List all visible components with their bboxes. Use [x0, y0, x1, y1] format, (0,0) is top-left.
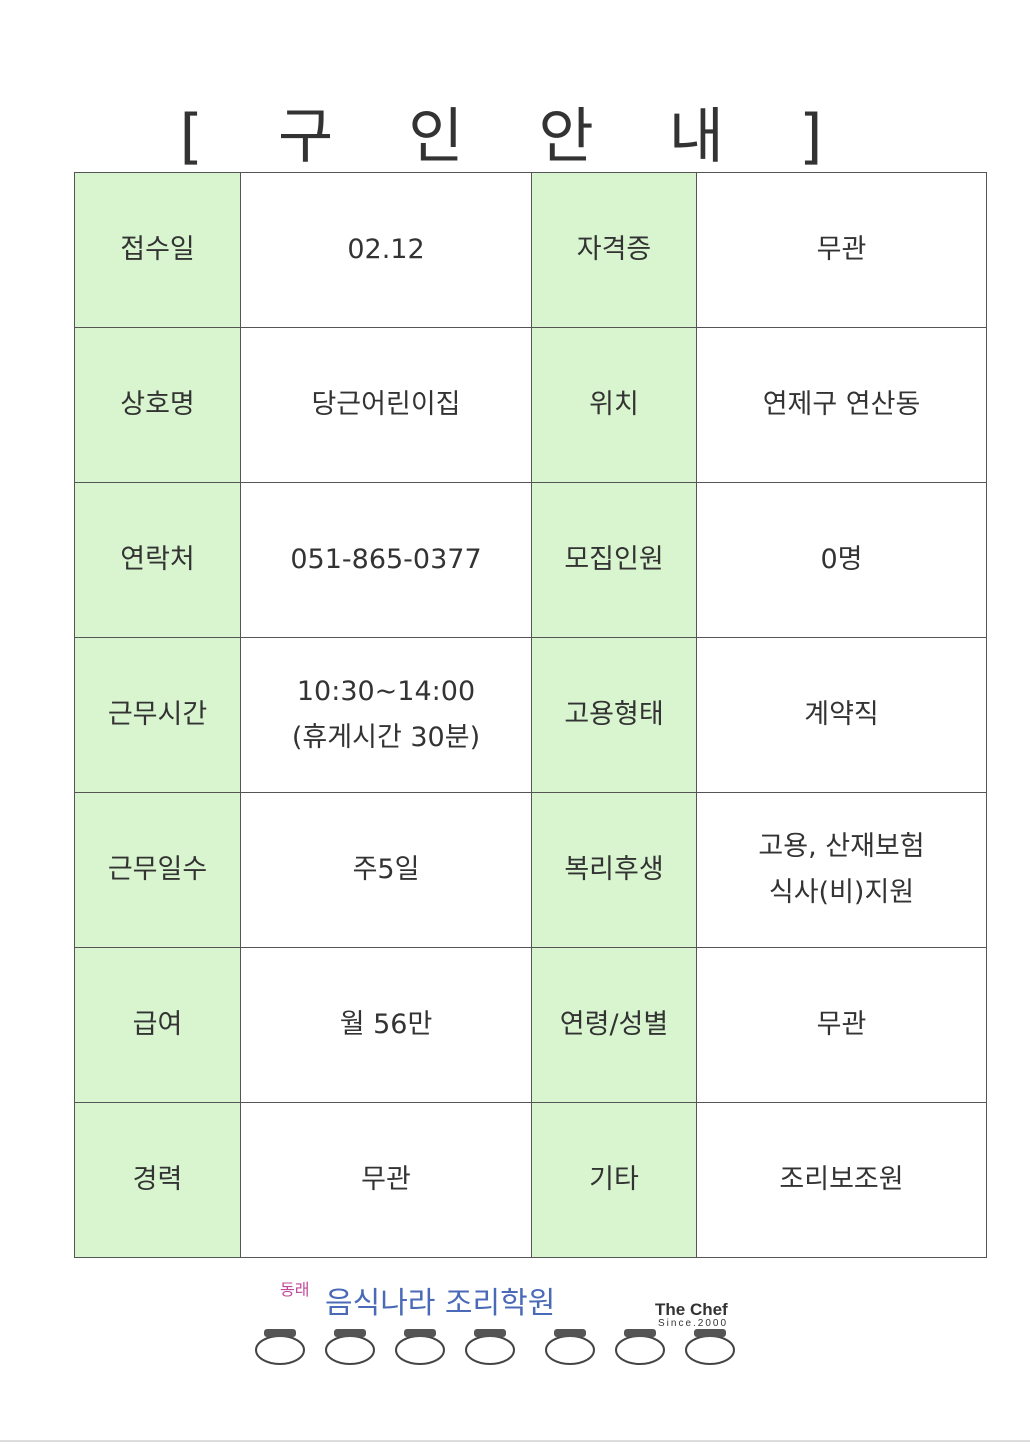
label-cell: 근무시간 [74, 637, 241, 793]
table-row: 경력 무관 기타 조리보조원 [74, 1102, 987, 1258]
label-cell: 연락처 [74, 482, 241, 638]
label-cell: 고용형태 [531, 637, 697, 793]
value-cell: 조리보조원 [696, 1102, 987, 1258]
value-cell: 고용, 산재보험 식사(비)지원 [696, 792, 987, 948]
label-cell: 자격증 [531, 172, 697, 328]
value-cell: 계약직 [696, 637, 987, 793]
value-cell: 당근어린이집 [240, 327, 532, 483]
label-cell: 기타 [531, 1102, 697, 1258]
value-cell: 10:30~14:00 (휴게시간 30분) [240, 637, 532, 793]
value-cell: 월 56만 [240, 947, 532, 1103]
table-row: 근무시간 10:30~14:00 (휴게시간 30분) 고용형태 계약직 [74, 637, 987, 793]
table-row: 상호명 당근어린이집 위치 연제구 연산동 [74, 327, 987, 483]
label-cell: 위치 [531, 327, 697, 483]
label-cell: 연령/성별 [531, 947, 697, 1103]
value-cell: 02.12 [240, 172, 532, 328]
value-cell: 연제구 연산동 [696, 327, 987, 483]
label-cell: 상호명 [74, 327, 241, 483]
label-cell: 근무일수 [74, 792, 241, 948]
label-cell: 접수일 [74, 172, 241, 328]
label-cell: 모집인원 [531, 482, 697, 638]
value-cell: 무관 [696, 172, 987, 328]
value-cell: 051-865-0377 [240, 482, 532, 638]
label-cell: 경력 [74, 1102, 241, 1258]
table-row: 접수일 02.12 자격증 무관 [74, 172, 987, 328]
table-row: 근무일수 주5일 복리후생 고용, 산재보험 식사(비)지원 [74, 792, 987, 948]
logo-text-brand: The Chef [655, 1300, 728, 1319]
logo-text-region: 동래 [280, 1280, 310, 1299]
job-info-table: 접수일 02.12 자격증 무관 상호명 당근어린이집 위치 연제구 연산동 연… [74, 172, 987, 1258]
insurance: 고용, 산재보험 [758, 831, 925, 862]
logo-text-name: 음식나라 조리학원 [325, 1286, 556, 1321]
scan-edge [0, 1440, 1030, 1442]
label-cell: 복리후생 [531, 792, 697, 948]
label-cell: 급여 [74, 947, 241, 1103]
logo-text-since: Since.2000 [658, 1318, 729, 1329]
chef-faces-icon [255, 1329, 735, 1365]
meal-support: 식사(비)지원 [768, 877, 915, 908]
value-cell: 무관 [240, 1102, 532, 1258]
value-cell: 0명 [696, 482, 987, 638]
table-row: 연락처 051-865-0377 모집인원 0명 [74, 482, 987, 638]
break-time: (휴게시간 30분) [291, 722, 481, 753]
page-title: [ 구 인 안 내 ] [179, 102, 851, 172]
table-row: 급여 월 56만 연령/성별 무관 [74, 947, 987, 1103]
work-hours: 10:30~14:00 [296, 676, 476, 707]
value-cell: 무관 [696, 947, 987, 1103]
academy-logo: 동래 음식나라 조리학원 The Chef Since.2000 [250, 1270, 810, 1370]
value-cell: 주5일 [240, 792, 532, 948]
